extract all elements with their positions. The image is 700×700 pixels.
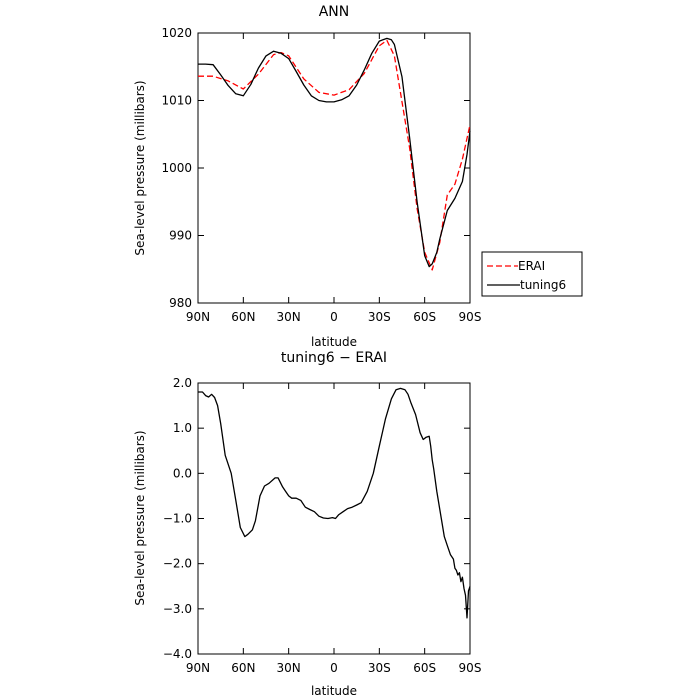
bottom-chart-title: tuning6 − ERAI (281, 350, 387, 366)
bottom-axis-ticks (197, 382, 471, 655)
x-tick-label: 90N (186, 310, 210, 324)
x-tick-label: 60S (413, 661, 436, 675)
y-tick-label: 1000 (161, 161, 192, 175)
y-tick-label: −3.0 (163, 602, 192, 616)
y-tick-label: −1.0 (163, 512, 192, 526)
x-tick-label: 0 (330, 661, 338, 675)
y-tick-label: 980 (169, 296, 192, 310)
y-tick-label: 990 (169, 229, 192, 243)
y-tick-label: 0.0 (173, 466, 192, 480)
bottom-y-tick-labels: −4.0 −3.0 −2.0 −1.0 0.0 1.0 2.0 (163, 376, 192, 661)
legend-label-erai: ERAI (518, 259, 545, 273)
x-tick-label: 90S (459, 661, 482, 675)
x-tick-label: 60S (413, 310, 436, 324)
y-tick-label: 1.0 (173, 421, 192, 435)
x-tick-label: 0 (330, 310, 338, 324)
top-axis-ticks (197, 32, 471, 304)
legend-label-tuning6: tuning6 (520, 278, 566, 292)
y-tick-label: 1020 (161, 26, 192, 40)
top-panel: ANN 90N 60N 30N 0 30S 60S 90S 980 990 1000 1010 10… (133, 4, 583, 349)
series-line-erai (198, 39, 471, 271)
y-tick-label: 2.0 (173, 376, 192, 390)
bottom-x-axis-title: latitude (311, 684, 357, 698)
y-tick-label: 1010 (161, 94, 192, 108)
x-tick-label: 90S (459, 310, 482, 324)
x-tick-label: 30S (368, 310, 391, 324)
legend: ERAI tuning6 (481, 251, 583, 297)
x-tick-label: 30N (277, 661, 301, 675)
x-tick-label: 60N (231, 661, 255, 675)
x-tick-label: 30S (368, 661, 391, 675)
legend-box (481, 251, 583, 297)
top-y-tick-labels: 980 990 1000 1010 1020 (161, 26, 192, 310)
top-x-tick-labels: 90N 60N 30N 0 30S 60S 90S (186, 310, 482, 324)
bottom-series-group (198, 387, 471, 619)
top-series-group (198, 37, 471, 271)
y-tick-label: −2.0 (163, 557, 192, 571)
x-tick-label: 60N (231, 310, 255, 324)
bottom-y-axis-title: Sea-level pressure (millibars) (133, 430, 147, 605)
difference-series-line (198, 387, 471, 619)
x-tick-label: 90N (186, 661, 210, 675)
top-x-axis-title: latitude (311, 335, 357, 349)
top-chart-title: ANN (319, 4, 350, 20)
series-line-tuning6 (198, 37, 471, 268)
bottom-x-tick-labels: 90N 60N 30N 0 30S 60S 90S (186, 661, 482, 675)
y-tick-label: −4.0 (163, 647, 192, 661)
x-tick-label: 30N (277, 310, 301, 324)
top-y-axis-title: Sea-level pressure (millibars) (133, 80, 147, 255)
bottom-panel: tuning6 − ERAI 90N 60N 30N 0 30S 60S 90S −4.0−… (133, 350, 481, 698)
